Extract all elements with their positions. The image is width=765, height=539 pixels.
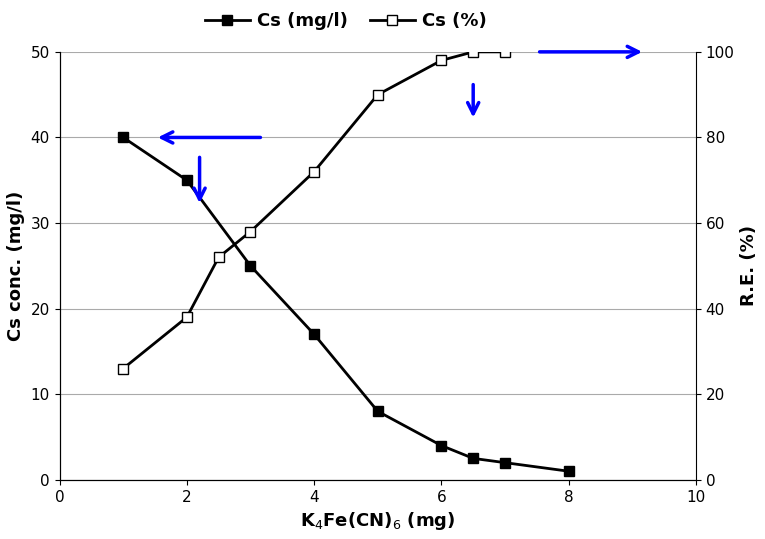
Cs (mg/l) (246, 262, 255, 269)
Cs (%) (119, 365, 128, 372)
Cs (%) (469, 49, 478, 55)
Cs (%) (437, 57, 446, 64)
Cs (%) (182, 314, 191, 320)
Cs (%) (310, 169, 319, 175)
Cs (%) (532, 40, 542, 46)
Cs (%) (246, 229, 255, 235)
Y-axis label: R.E. (%): R.E. (%) (740, 225, 758, 306)
Legend: Cs (mg/l), Cs (%): Cs (mg/l), Cs (%) (197, 5, 494, 38)
Y-axis label: Cs conc. (mg/l): Cs conc. (mg/l) (7, 191, 25, 341)
Cs (%) (564, 40, 573, 46)
Cs (%) (214, 254, 223, 260)
Cs (mg/l) (500, 459, 509, 466)
Cs (mg/l) (310, 331, 319, 337)
Cs (mg/l) (437, 443, 446, 449)
X-axis label: K$_4$Fe(CN)$_6$ (mg): K$_4$Fe(CN)$_6$ (mg) (300, 510, 455, 532)
Cs (%) (373, 92, 382, 98)
Cs (mg/l) (182, 177, 191, 183)
Cs (mg/l) (373, 408, 382, 414)
Cs (mg/l) (119, 134, 128, 141)
Cs (mg/l) (564, 468, 573, 474)
Line: Cs (%): Cs (%) (119, 38, 574, 374)
Line: Cs (mg/l): Cs (mg/l) (119, 133, 574, 476)
Cs (%) (500, 49, 509, 55)
Cs (mg/l) (469, 455, 478, 461)
